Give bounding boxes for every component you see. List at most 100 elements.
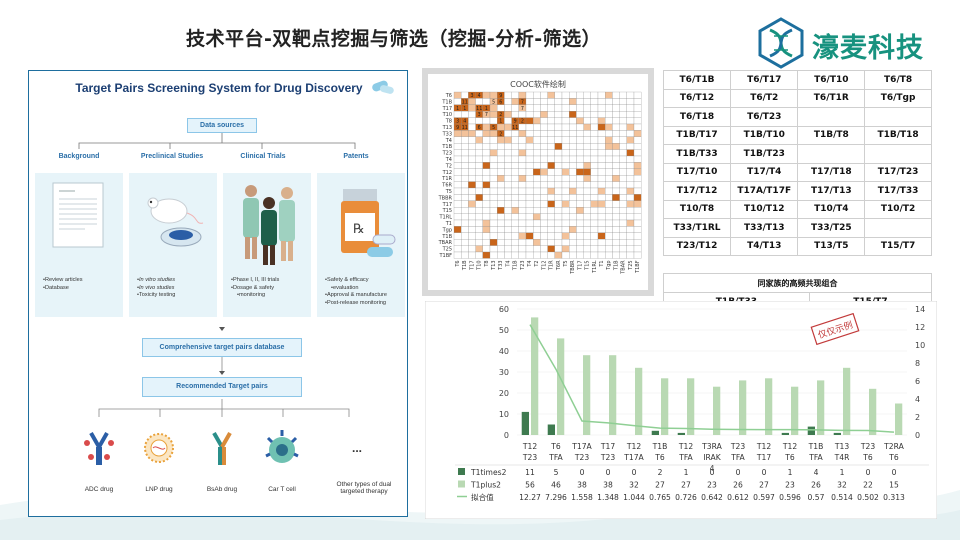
heatmap-cell: [453, 155, 462, 163]
heatmap-cell: [597, 136, 606, 144]
heatmap-cell: [540, 219, 548, 227]
heatmap-cell: [468, 155, 476, 163]
heatmap-cell: [633, 168, 642, 176]
heatmap-cell: [511, 149, 519, 157]
heatmap-cell: [475, 143, 483, 150]
heatmap-cell: [590, 200, 599, 208]
heatmap-cell: [518, 162, 527, 169]
heatmap-cell: [569, 251, 577, 259]
heatmap-cell: [540, 245, 548, 253]
heatmap-cell: [525, 130, 534, 137]
prescription-bottle-icon: ℞: [341, 189, 396, 257]
table-value: 15: [889, 481, 899, 490]
heatmap-cell-value: 6: [499, 99, 502, 105]
heatmap-cell: [518, 149, 527, 157]
table-value: 0.612: [727, 493, 749, 502]
table-value: 38: [577, 481, 587, 490]
heatmap-cell: [540, 239, 548, 246]
heatmap-cell: [569, 200, 577, 208]
heatmap-cell: [633, 207, 642, 214]
pair-table-row: T33/T1RL T33/T13 T33/T25: [662, 218, 932, 238]
heatmap-cell: [561, 168, 570, 176]
heatmap-cell-value: 3: [456, 119, 459, 125]
heatmap-cell: [475, 251, 483, 259]
bar-t1plus2: [713, 386, 721, 435]
heatmap-row-label: T25: [442, 247, 452, 253]
heatmap-cell: [612, 143, 620, 150]
heatmap-cell: [547, 91, 555, 99]
heatmap-cell: [489, 168, 498, 176]
heatmap-cell: [590, 232, 599, 240]
y-left-tick: 30: [499, 368, 509, 377]
heatmap-cell: [576, 175, 584, 182]
heatmap-cell: [547, 213, 555, 221]
heatmap-cell: [576, 187, 584, 195]
heatmap-cell: [461, 207, 469, 214]
heatmap-cell: [590, 181, 599, 189]
pair-cell: T6/T18: [662, 107, 732, 127]
patients-icon: [243, 185, 295, 265]
heatmap-cell: [511, 111, 519, 118]
heatmap-cell: [561, 123, 570, 131]
pair-cell: [864, 107, 932, 127]
heatmap-cell: [547, 162, 555, 169]
heatmap-cell: [626, 143, 635, 150]
category-label: 4: [710, 464, 715, 473]
heatmap-cell: [489, 143, 498, 150]
bar-t1plus2: [895, 403, 903, 435]
heatmap-cell: [590, 245, 599, 253]
heatmap-cell: [576, 251, 584, 259]
heatmap-cell: [619, 219, 627, 227]
stamp-border: [810, 312, 860, 346]
heatmap-cell: [497, 162, 505, 169]
heatmap-cell: [497, 213, 505, 221]
pair-cell: T6/T8: [864, 70, 932, 90]
heatmap-cell: [633, 130, 642, 137]
heatmap-cell: [583, 239, 591, 246]
heatmap-cell: [626, 232, 635, 240]
heatmap-cell-value: 1: [463, 106, 466, 112]
heatmap-cell-value: 2: [499, 112, 502, 118]
heatmap-cell: [583, 162, 591, 169]
heatmap-cell: [525, 207, 534, 214]
heatmap-cell: [633, 98, 642, 105]
heatmap-cell: [540, 117, 548, 125]
heatmap-cell: [619, 239, 627, 246]
heatmap-row-label: T12: [442, 170, 452, 176]
heatmap-cell: [468, 117, 476, 125]
pair-cell: T1B/T17: [662, 125, 732, 145]
heatmap-cell: [482, 123, 491, 131]
heatmap-col-label: T1B: [613, 260, 619, 271]
heatmap-cell: [475, 98, 483, 105]
table-value: 0.502: [857, 493, 879, 502]
heatmap-cell: [453, 207, 462, 214]
bar-t1plus2: [843, 367, 851, 435]
heatmap-cell: [461, 143, 469, 150]
pair-cell: T17/T13: [797, 181, 866, 201]
table-value: 1.348: [597, 493, 619, 502]
heatmap-cell: [489, 91, 498, 99]
category-label: T12: [678, 442, 693, 451]
heatmap-cell: [504, 162, 512, 169]
bar-t1plus2: [583, 355, 591, 435]
heatmap-cell: [468, 207, 476, 214]
pair-table-row: T6/T12 T6/T2 T6/T1R T6/Tgp: [662, 88, 932, 108]
heatmap-cell: [569, 187, 577, 195]
heatmap-cell: [518, 213, 527, 221]
heatmap-cell: [576, 162, 584, 169]
table-value: 0.726: [675, 493, 697, 502]
heatmap-cell: [518, 136, 527, 144]
heatmap-cell: [626, 194, 635, 201]
heatmap-cell: [612, 194, 620, 201]
heatmap-cell: [489, 130, 498, 137]
table-value: 5: [554, 468, 559, 477]
heatmap-cell: [475, 117, 483, 125]
heatmap-cell: [597, 175, 606, 182]
heatmap-cell: [590, 111, 599, 118]
heatmap-cell: [597, 213, 606, 221]
pair-cell: T6/T1R: [797, 88, 866, 108]
heatmap-cell: [619, 91, 627, 99]
heatmap-cell: [525, 104, 534, 112]
heatmap-cell: [504, 111, 512, 118]
y-right-tick: 4: [915, 395, 920, 404]
